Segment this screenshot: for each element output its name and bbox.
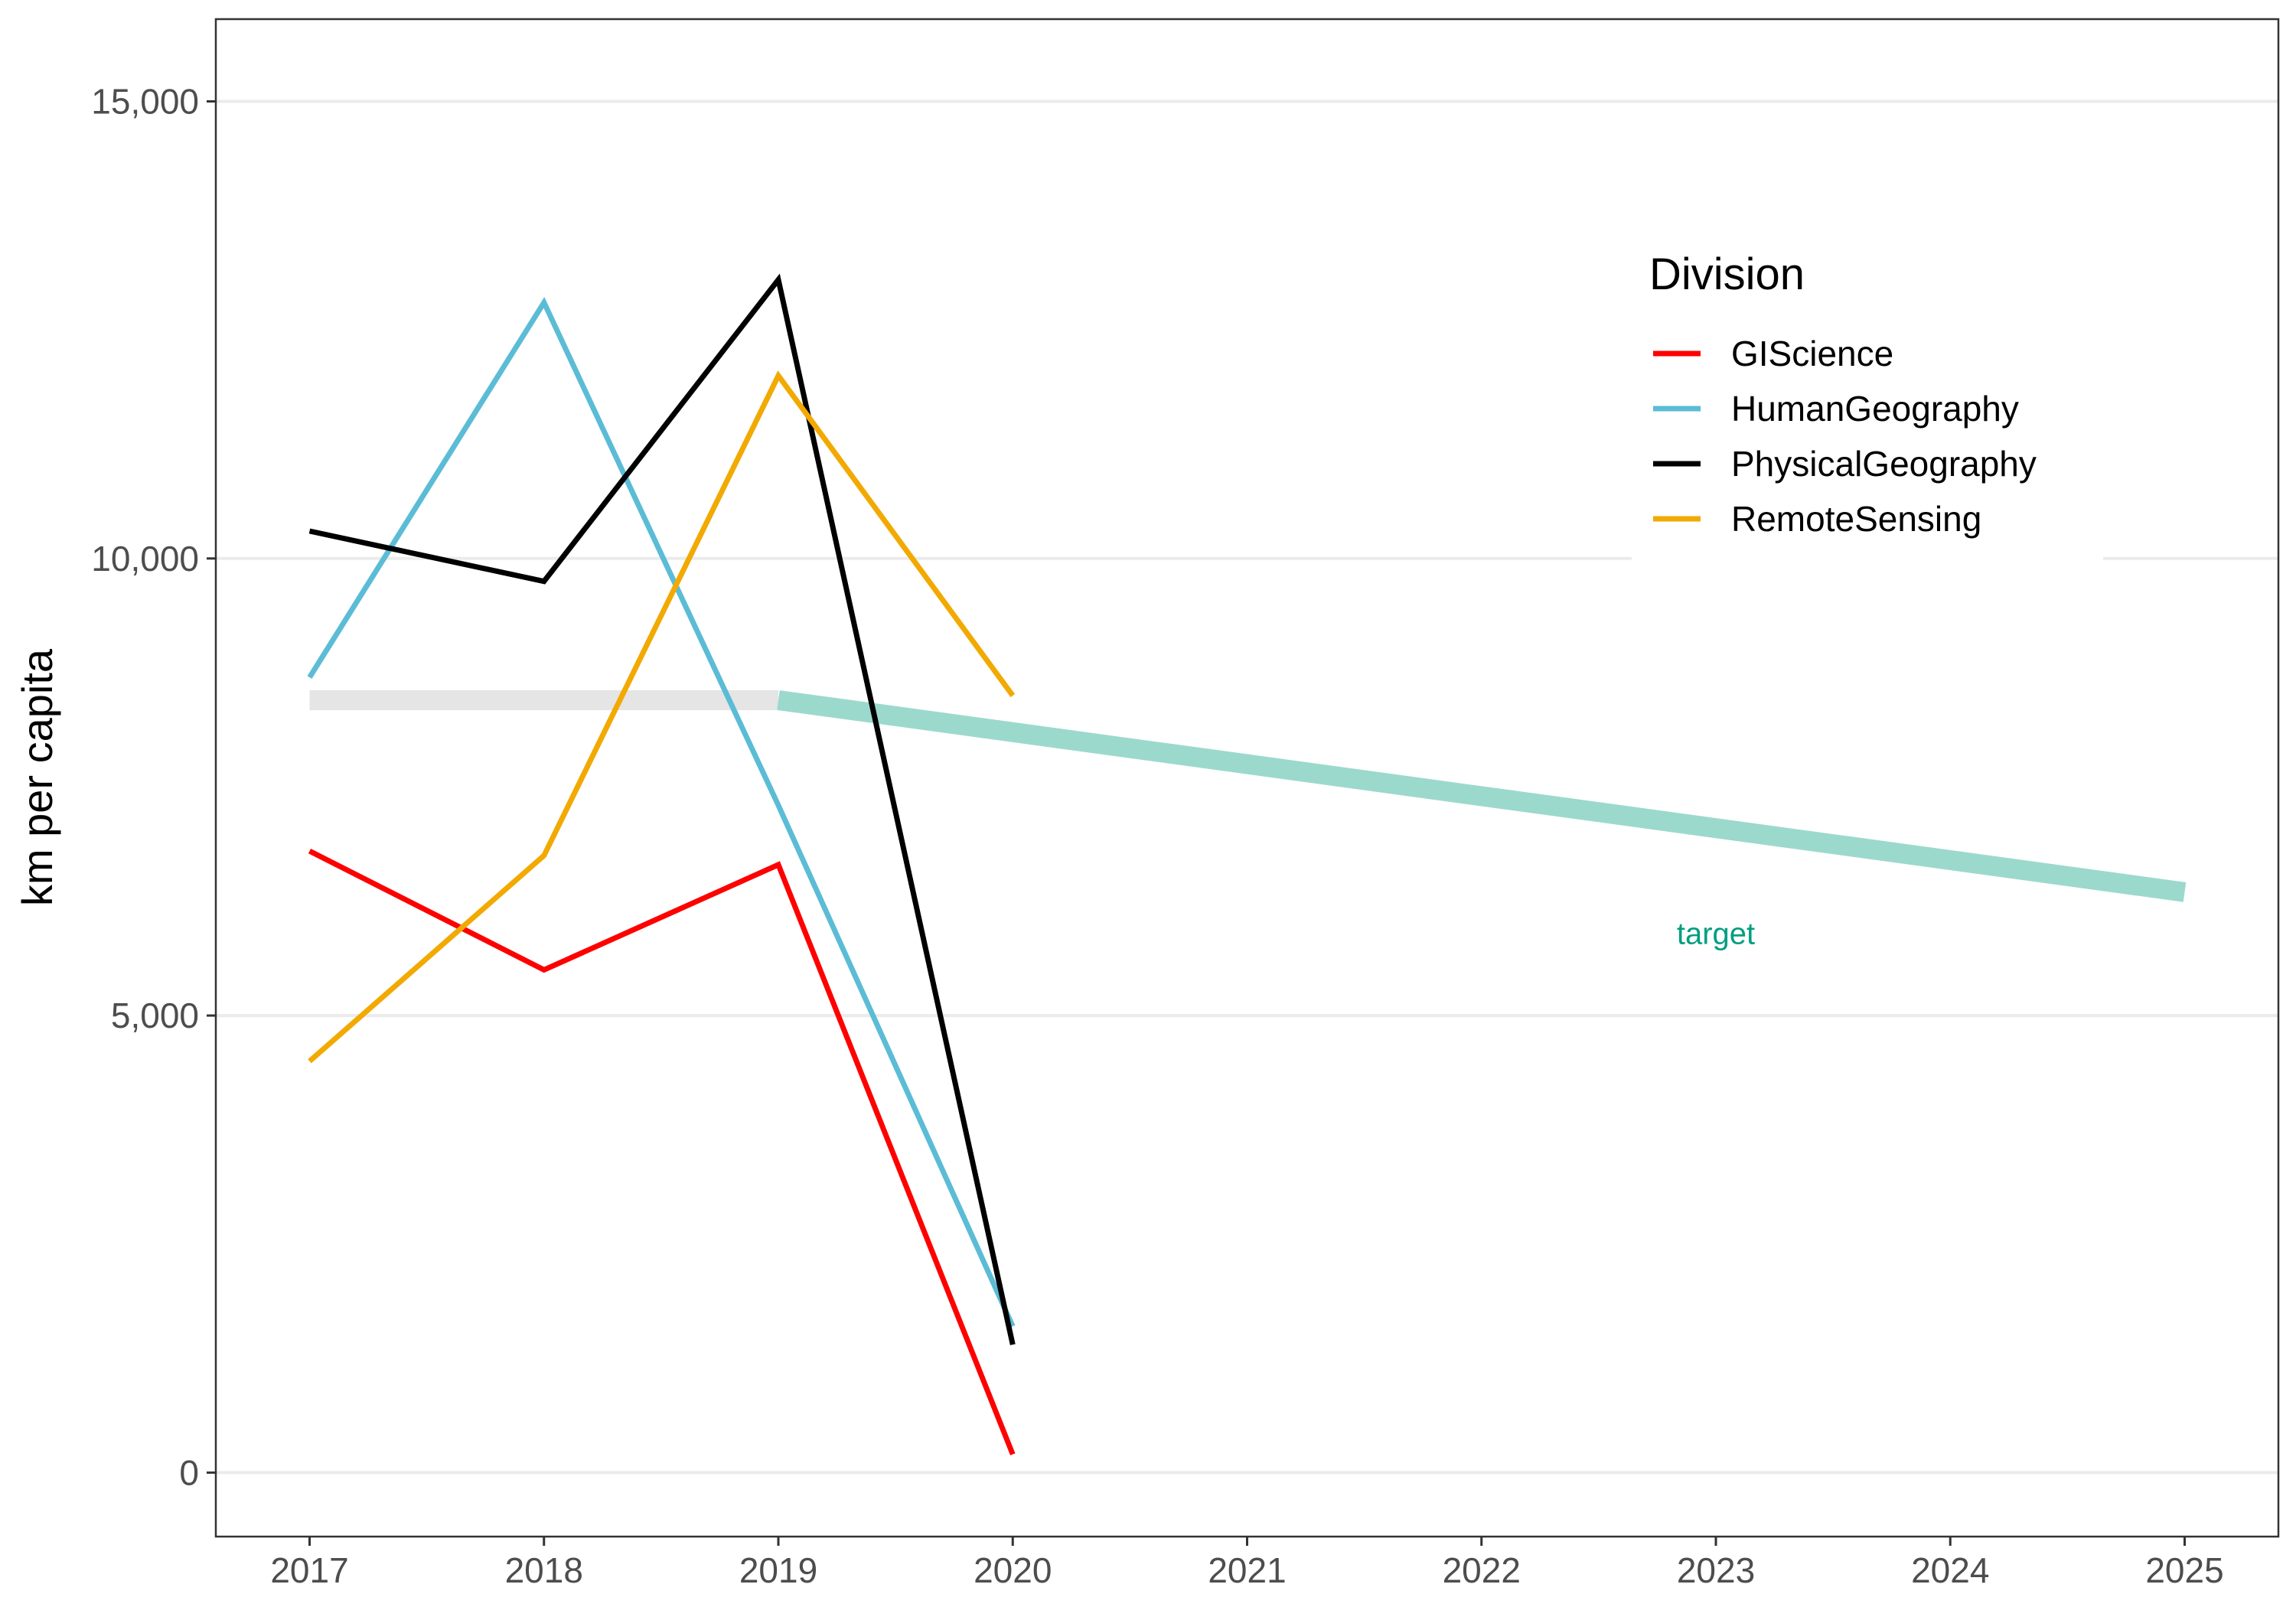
legend-label-humangeography: HumanGeography — [1731, 389, 2019, 429]
x-tick-label-7: 2024 — [1911, 1550, 1989, 1590]
y-tick-label-0: 0 — [179, 1452, 199, 1492]
x-tick-label-5: 2022 — [1443, 1550, 1521, 1590]
target-line — [777, 690, 2187, 902]
x-tick-label-8: 2025 — [2145, 1550, 2223, 1590]
series-lines — [307, 273, 1016, 1455]
x-tick-label-6: 2023 — [1677, 1550, 1755, 1590]
y-tick-label-2: 10,000 — [91, 539, 199, 579]
x-tick-label-4: 2021 — [1208, 1550, 1286, 1590]
legend-label-giscience: GIScience — [1731, 334, 1893, 373]
annotations: target — [1677, 918, 1755, 951]
series-line-giscience — [308, 848, 1016, 1455]
x-tick-label-3: 2020 — [974, 1550, 1052, 1590]
y-tick-label-1: 5,000 — [111, 996, 199, 1035]
target-label: target — [1677, 918, 1755, 951]
x-tick-label-2: 2019 — [739, 1550, 817, 1590]
legend-label-remotesensing: RemoteSensing — [1731, 499, 1981, 539]
legend-label-physicalgeography: PhysicalGeography — [1731, 444, 2037, 484]
reference-bands — [309, 689, 2187, 902]
legend-title: Division — [1649, 249, 1805, 299]
series-line-physicalgeography — [308, 273, 1016, 1345]
series-line-remotesensing — [308, 370, 1016, 1064]
series-line-humangeography — [307, 296, 1016, 1328]
x-tick-label-0: 2017 — [270, 1550, 348, 1590]
legend-background — [1632, 223, 2103, 560]
y-tick-label-3: 15,000 — [91, 82, 199, 122]
x-tick-label-1: 2018 — [505, 1550, 583, 1590]
axes: 0 5,000 10,000 15,000 2017 2018 2019 2020 2021 20… — [91, 82, 2223, 1590]
legend: Division GIScience HumanGeography PhysicalG… — [1649, 249, 2037, 539]
y-axis-title: km per capita — [13, 648, 61, 906]
